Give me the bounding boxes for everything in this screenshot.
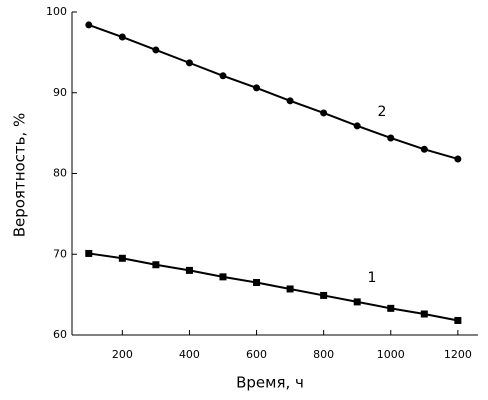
marker [118,254,126,262]
marker [320,291,328,299]
series-label: 2 [378,104,387,120]
marker [253,84,261,92]
series-line [88,23,459,160]
marker [420,310,428,318]
marker [353,122,361,130]
x-tick-label: 400 [179,348,200,361]
marker [185,59,193,67]
x-tick-label: 1200 [444,348,472,361]
marker [387,304,395,312]
y-tick-label: 70 [53,247,67,260]
marker [387,134,395,142]
x-axis-label: Время, ч [236,374,304,392]
marker [353,298,361,306]
marker [454,316,462,324]
marker [85,21,93,29]
x-tick-label: 200 [112,348,133,361]
marker [420,145,428,153]
series-line [88,252,459,322]
y-axis-label: Вероятность, % [11,113,29,238]
marker [152,261,160,269]
marker [219,72,227,80]
series-label: 1 [368,270,377,286]
marker [118,33,126,41]
y-tick-label: 90 [53,86,67,99]
y-tick-label: 80 [53,167,67,180]
marker [286,285,294,293]
y-tick-label: 100 [46,5,67,18]
x-tick-label: 600 [246,348,267,361]
marker [320,109,328,117]
marker [185,266,193,274]
marker [219,273,227,281]
marker [253,279,261,287]
marker [152,46,160,54]
marker [286,97,294,105]
marker [454,155,462,163]
x-tick-label: 1000 [377,348,405,361]
x-tick-label: 800 [313,348,334,361]
y-tick-label: 60 [53,328,67,341]
marker [85,249,93,257]
